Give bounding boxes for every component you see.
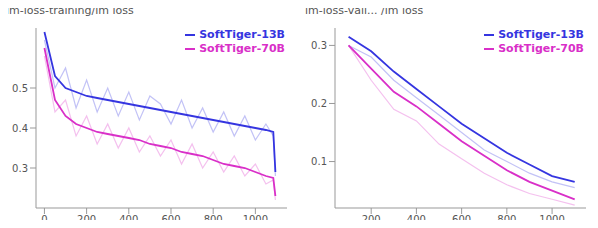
svg-text:200: 200 xyxy=(362,214,381,220)
svg-text:0.5: 0.5 xyxy=(12,83,28,94)
html-text:SoftTiger-70B: SoftTiger-70B xyxy=(199,42,285,55)
html-text:SoftTiger-70B: SoftTiger-70B xyxy=(498,42,584,55)
svg-text:1000: 1000 xyxy=(243,214,268,220)
svg-text:600: 600 xyxy=(452,214,471,220)
svg-text:0.3: 0.3 xyxy=(12,163,28,174)
svg-text:0.4: 0.4 xyxy=(12,123,28,134)
svg-text:0.1: 0.1 xyxy=(311,156,327,167)
svg-text:0.3: 0.3 xyxy=(311,40,327,51)
svg-text:0: 0 xyxy=(41,214,47,220)
svg-text:800: 800 xyxy=(204,214,223,220)
svg-text:200: 200 xyxy=(77,214,96,220)
html-text:SoftTiger-13B: SoftTiger-13B xyxy=(498,28,584,41)
html-text:SoftTiger-13B: SoftTiger-13B xyxy=(199,28,285,41)
html-text:lm-loss-vali... /lm loss: lm-loss-vali... /lm loss xyxy=(305,4,424,17)
svg-text:400: 400 xyxy=(407,214,426,220)
svg-text:1000: 1000 xyxy=(539,214,564,220)
svg-text:800: 800 xyxy=(497,214,516,220)
svg-text:400: 400 xyxy=(119,214,138,220)
html-text:lm-loss-training/lm loss: lm-loss-training/lm loss xyxy=(6,4,134,17)
svg-text:0.2: 0.2 xyxy=(311,98,327,109)
svg-text:600: 600 xyxy=(161,214,180,220)
